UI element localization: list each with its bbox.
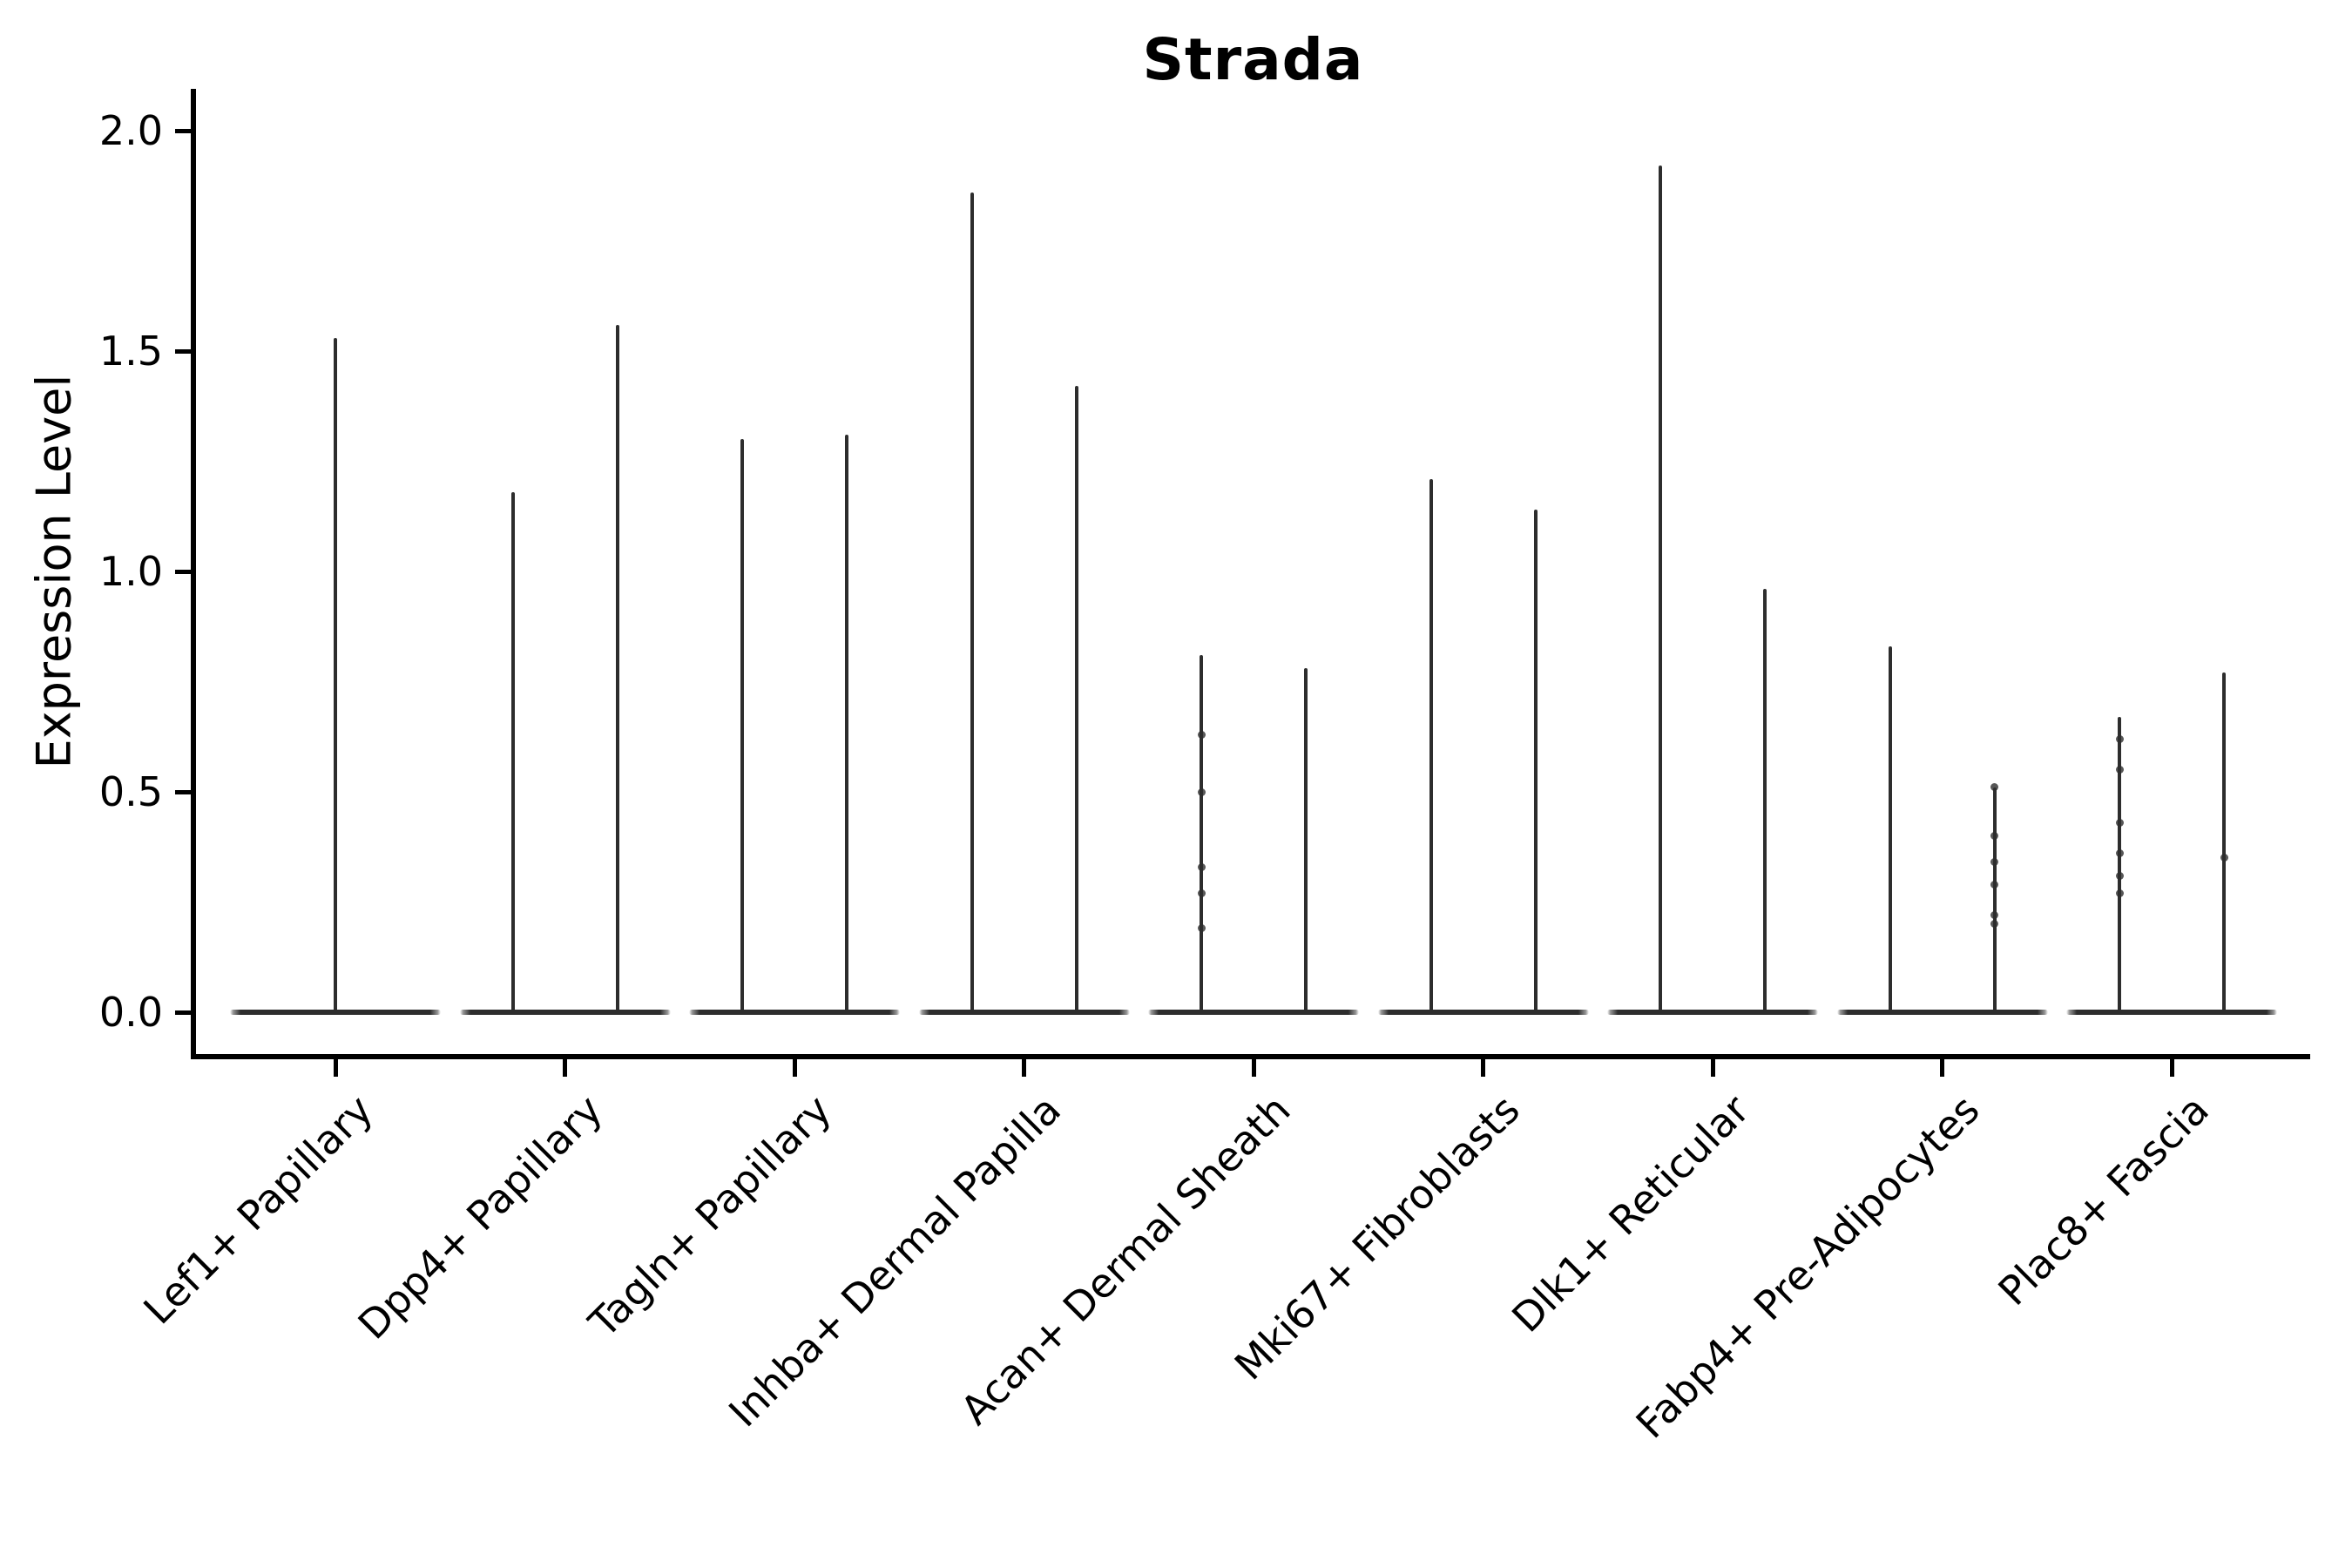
- chart-title: Strada: [1142, 26, 1364, 93]
- expression-dot: [1197, 924, 1206, 933]
- x-tick-mark: [1481, 1059, 1485, 1077]
- violin-spike: [1074, 386, 1078, 1014]
- x-tick-mark: [1710, 1059, 1715, 1077]
- y-tick-mark: [175, 348, 191, 354]
- expression-dot: [1990, 920, 1998, 929]
- y-tick-label: 2.0: [98, 107, 163, 154]
- violin-spike: [740, 439, 744, 1014]
- expression-dot: [2115, 849, 2124, 858]
- x-tick-mark: [563, 1059, 567, 1077]
- violin-spike: [615, 324, 619, 1014]
- y-tick-label: 0.0: [98, 989, 163, 1036]
- expression-dot: [2115, 734, 2124, 743]
- violin-spike: [510, 491, 515, 1014]
- y-tick-mark: [175, 1010, 191, 1015]
- violin-baseline: [459, 1010, 671, 1015]
- violin-spike: [2118, 716, 2121, 1014]
- violin-baseline: [689, 1010, 900, 1015]
- expression-dot: [2115, 889, 2124, 897]
- expression-dot: [1197, 787, 1206, 796]
- violin-spike: [845, 435, 848, 1014]
- violin-spike: [1659, 166, 1662, 1014]
- violin-spike: [1992, 787, 1997, 1014]
- x-tick-label: Dpp4+ Papillary: [348, 1085, 612, 1348]
- expression-dot: [2220, 854, 2228, 862]
- y-tick-mark: [175, 128, 191, 133]
- x-tick-mark: [2169, 1059, 2174, 1077]
- x-axis-spine: [191, 1054, 2310, 1059]
- y-axis-spine: [191, 89, 196, 1059]
- violin-spike: [1533, 510, 1538, 1014]
- expression-dot: [1990, 880, 1998, 889]
- violin-spike: [970, 192, 974, 1014]
- expression-dot: [2115, 818, 2124, 827]
- x-tick-mark: [792, 1059, 797, 1077]
- violin-spike: [334, 337, 337, 1014]
- violin-baseline: [1377, 1010, 1589, 1015]
- violin-baseline: [1607, 1010, 1818, 1015]
- x-tick-mark: [1251, 1059, 1256, 1077]
- violin-spike: [1200, 655, 1203, 1014]
- violin-baseline: [1148, 1010, 1359, 1015]
- x-tick-mark: [333, 1059, 338, 1077]
- expression-dot: [1990, 911, 1998, 920]
- x-tick-label: Lef1+ Papillary: [133, 1085, 382, 1334]
- expression-dot: [1197, 889, 1206, 897]
- violin-baseline: [918, 1010, 1130, 1015]
- violin-spike: [1429, 478, 1433, 1014]
- y-tick-label: 0.5: [98, 768, 163, 815]
- violin-spike: [1888, 646, 1892, 1014]
- y-tick-label: 1.0: [98, 548, 163, 595]
- violin-spike: [1763, 589, 1767, 1014]
- x-tick-mark: [1022, 1059, 1026, 1077]
- expression-dot: [1990, 832, 1998, 841]
- expression-dot: [1197, 862, 1206, 871]
- violin-baseline: [1836, 1010, 2048, 1015]
- x-tick-mark: [1940, 1059, 1944, 1077]
- violin-baseline: [2066, 1010, 2277, 1015]
- expression-dot: [1197, 730, 1206, 739]
- x-tick-label: Dlk1+ Reticular: [1503, 1085, 1759, 1342]
- x-tick-label: Tagln+ Papillary: [579, 1085, 841, 1347]
- violin-spike: [1304, 668, 1308, 1014]
- violin-spike: [2222, 672, 2226, 1014]
- y-tick-label: 1.5: [98, 328, 163, 375]
- expression-dot: [2115, 766, 2124, 774]
- x-tick-label: Plac8+ Fascia: [1989, 1085, 2218, 1315]
- expression-dot: [1990, 783, 1998, 792]
- y-tick-mark: [175, 789, 191, 794]
- expression-dot: [2115, 871, 2124, 880]
- y-tick-mark: [175, 569, 191, 574]
- expression-dot: [1990, 858, 1998, 867]
